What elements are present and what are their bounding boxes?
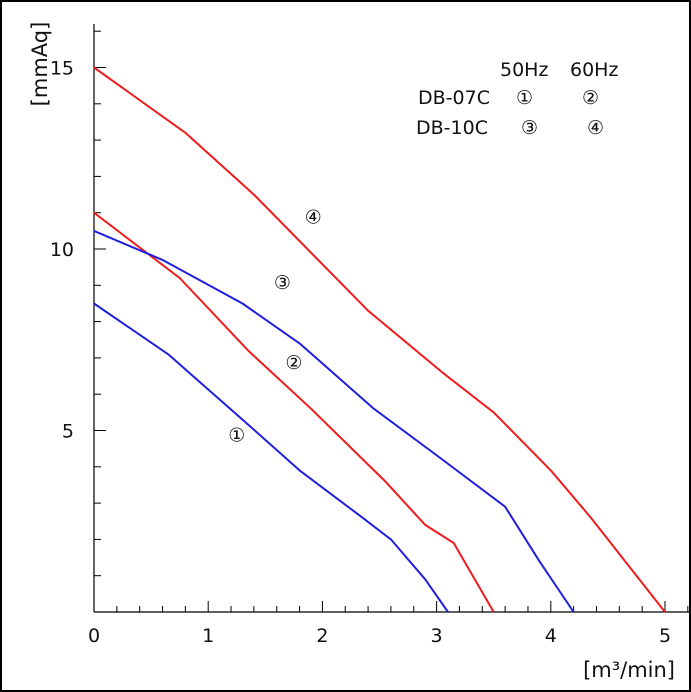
curve-labels: ① ② ③ ④ (228, 207, 322, 447)
x-tick-label: 2 (316, 625, 328, 647)
x-tick-label: 4 (545, 625, 557, 647)
x-tick-label: 1 (202, 625, 214, 647)
legend-header-50hz: 50Hz (500, 59, 548, 81)
y-tick-label: 5 (62, 421, 74, 443)
legend-db07c-60hz: ② (582, 87, 599, 109)
series-line-3 (93, 229, 575, 613)
legend-db07c-50hz: ① (516, 87, 533, 109)
x-tick-label: 0 (88, 625, 100, 647)
series-line-4 (93, 66, 666, 613)
axes (93, 23, 691, 613)
series-line-2 (93, 211, 495, 613)
x-axis-label: [m³/min] (583, 658, 675, 682)
legend: 50Hz 60Hz DB-07C ① ② DB-10C ③ ④ (416, 59, 618, 139)
curve-label-3: ③ (274, 272, 291, 294)
legend-model-db10c: DB-10C (416, 117, 488, 139)
curve-label-1: ① (228, 424, 245, 446)
ticks: 0 1 2 3 4 5 5 10 15 (50, 30, 689, 647)
curve-label-4: ④ (305, 207, 322, 229)
y-tick-label: 15 (50, 58, 74, 80)
x-tick-label: 5 (659, 625, 671, 647)
curve-label-2: ② (285, 352, 302, 374)
legend-db10c-60hz: ④ (587, 117, 604, 139)
series-lines (93, 66, 666, 613)
legend-db10c-50hz: ③ (521, 117, 538, 139)
legend-header-60hz: 60Hz (570, 59, 618, 81)
series-line-1 (93, 302, 449, 613)
legend-model-db07c: DB-07C (418, 87, 490, 109)
x-tick-label: 3 (431, 625, 443, 647)
y-tick-label: 10 (50, 239, 74, 261)
y-axis-label: [mmAq] (28, 22, 52, 107)
